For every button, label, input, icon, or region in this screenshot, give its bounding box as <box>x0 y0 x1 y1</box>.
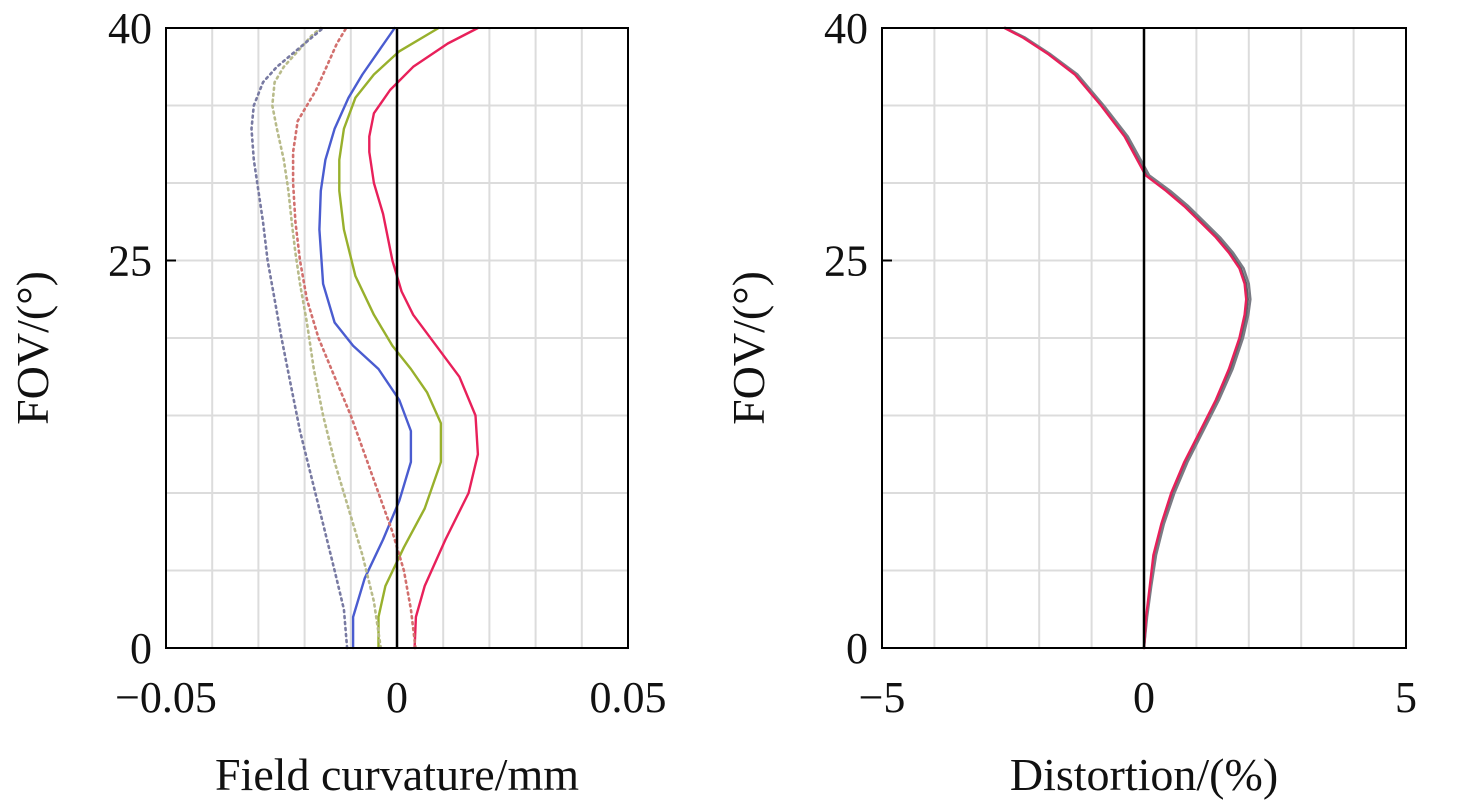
x-tick-label: 0 <box>386 673 408 722</box>
y-tick-label: 0 <box>846 624 868 673</box>
x-axis-label: Distortion/(%) <box>1010 749 1278 800</box>
series-line <box>291 26 417 650</box>
series-line <box>271 26 383 650</box>
x-tick-label: 5 <box>1395 673 1417 722</box>
y-tick-label: 0 <box>130 624 152 673</box>
series-line <box>250 26 349 650</box>
x-tick-label: 0.05 <box>590 673 667 722</box>
series-line <box>318 26 413 650</box>
y-tick-label: 40 <box>824 4 868 53</box>
y-ticks: 0 25 40 <box>108 4 176 673</box>
distortion-chart: −5 0 5 0 25 40 Distortion/(%) FOV/(°) <box>723 4 1417 800</box>
y-tick-label: 25 <box>108 237 152 286</box>
y-tick-label: 40 <box>108 4 152 53</box>
field-curvature-chart: −0.05 0 0.05 0 25 40 Field curvature/mm … <box>7 4 667 800</box>
series-group <box>1003 26 1252 650</box>
series-group <box>250 26 480 650</box>
x-tick-label: −5 <box>859 673 906 722</box>
y-ticks: 0 25 40 <box>824 4 892 673</box>
x-axis-label: Field curvature/mm <box>215 749 579 800</box>
x-tick-label: 0 <box>1133 673 1155 722</box>
series-line <box>1004 26 1252 650</box>
y-axis-label: FOV/(°) <box>723 271 774 425</box>
x-tick-label: −0.05 <box>115 673 217 722</box>
y-tick-label: 25 <box>824 237 868 286</box>
series-line <box>368 26 480 650</box>
x-ticks: −5 0 5 <box>859 638 1417 722</box>
x-ticks: −0.05 0 0.05 <box>115 638 667 722</box>
series-line <box>338 26 443 650</box>
y-axis-label: FOV/(°) <box>7 271 58 425</box>
series-line <box>1003 26 1248 650</box>
